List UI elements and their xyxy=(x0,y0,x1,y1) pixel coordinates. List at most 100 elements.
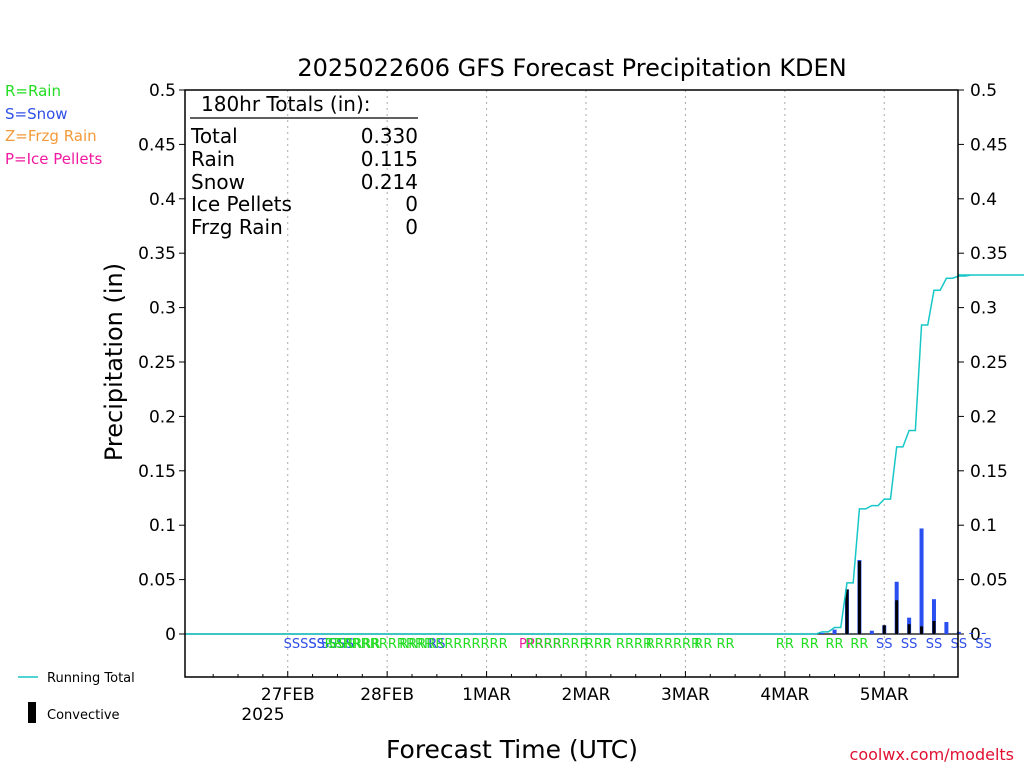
convective-precip-bar xyxy=(932,620,936,634)
precip-bars xyxy=(820,528,986,634)
y-tick-label-left: 0.25 xyxy=(138,353,176,373)
precip-type-marker: SS xyxy=(901,637,918,652)
y-tick-label-left: 0.1 xyxy=(149,516,176,536)
y-tick-label-left: 0.4 xyxy=(149,190,176,210)
total-precip-bar xyxy=(981,632,986,634)
convective-precip-bar xyxy=(920,626,924,634)
running-total-line xyxy=(185,274,1024,635)
total-precip-bar xyxy=(956,631,961,634)
ptype-key: R=Rain S=Snow Z=Frzg Rain P=Ice Pellets xyxy=(5,82,102,168)
ptype-key-snow: S=Snow xyxy=(5,105,68,123)
y-tick-label-left: 0.45 xyxy=(138,135,176,155)
convective-precip-bar xyxy=(857,561,861,634)
precip-type-marker: RRRRRRRRRRRR xyxy=(325,637,433,652)
convective-precip-bar xyxy=(845,589,849,634)
y-tick-label-left: 0.2 xyxy=(149,407,176,427)
y-axis-ticks: 0 00.05 0.050.1 0.10.15 0.150.2 0.20.25 0.250.… xyxy=(138,81,1008,645)
x-tick-label: 4MAR xyxy=(760,685,809,705)
y-tick-label-left: 0.15 xyxy=(138,462,176,482)
convective-precip-bar xyxy=(907,624,911,634)
y-tick-label-left: 0.3 xyxy=(149,299,176,319)
precip-type-marker: RR xyxy=(850,637,868,652)
legend-swatch-convective xyxy=(28,702,36,723)
y-axis-label: Precipitation (in) xyxy=(100,263,128,461)
precip-type-markers: SSSSSSSSSSSSSRRRRRRRRRRRRRRRRRSRRRRRRRRR… xyxy=(284,637,992,652)
precip-type-marker: RRRRRRR xyxy=(525,637,588,652)
precip-type-marker: RRR xyxy=(585,637,612,652)
total-precip-bar xyxy=(931,599,936,634)
y-tick-label-right: 0.4 xyxy=(970,190,997,210)
chart-legend: Running Total Convective xyxy=(18,671,135,723)
y-tick-label-left: 0 xyxy=(165,625,176,645)
x-tick-label: 3MAR xyxy=(661,685,710,705)
totals-label-snow: Snow xyxy=(191,170,245,194)
totals-value-ice-pellets: 0 xyxy=(405,192,418,216)
precip-type-marker: RR xyxy=(801,637,819,652)
precip-type-marker: RR xyxy=(826,637,844,652)
x-tick-label: 2MAR xyxy=(562,685,611,705)
precip-type-marker: SSSSS xyxy=(284,637,325,652)
gridlines xyxy=(287,90,885,677)
ptype-key-ice-pellets: P=Ice Pellets xyxy=(5,150,102,168)
precip-type-marker: RR RR xyxy=(694,637,734,652)
precip-type-marker: SS xyxy=(308,637,325,652)
precip-type-marker: R RRRR xyxy=(603,637,652,652)
convective-precip-bar xyxy=(882,625,886,634)
precip-type-marker: SS xyxy=(926,637,943,652)
totals-label-frzg-rain: Frzg Rain xyxy=(191,215,283,239)
y-tick-label-left: 0.05 xyxy=(138,571,176,591)
credit-link[interactable]: coolwx.com/modelts xyxy=(850,745,1014,764)
x-axis-ticks: 27FEB 28FEB 1MAR 2MAR 3MAR 4MAR 5MAR xyxy=(212,671,935,705)
y-tick-label-left: 0.5 xyxy=(149,81,176,101)
x-axis-label: Forecast Time (UTC) xyxy=(386,735,638,764)
totals-value-frzg-rain: 0 xyxy=(405,215,418,239)
totals-label-ice-pellets: Ice Pellets xyxy=(191,192,292,216)
total-precip-bar xyxy=(969,632,974,634)
total-precip-bar xyxy=(869,630,874,634)
x-year-label: 2025 xyxy=(241,705,284,725)
ptype-key-rain: R=Rain xyxy=(5,82,61,100)
totals-value-total: 0.330 xyxy=(361,124,418,148)
totals-box: 180hr Totals (in): Total 0.330 Rain 0.11… xyxy=(190,92,418,239)
legend-label-running-total: Running Total xyxy=(47,671,135,686)
total-precip-bar xyxy=(832,629,837,634)
x-tick-label: 1MAR xyxy=(462,685,511,705)
x-tick-label: 5MAR xyxy=(860,685,909,705)
ptype-key-frzg-rain: Z=Frzg Rain xyxy=(5,127,97,145)
totals-label-rain: Rain xyxy=(191,147,235,171)
precip-type-marker: SS xyxy=(975,637,992,652)
y-tick-label-right: 0.1 xyxy=(970,516,997,536)
y-tick-label-right: 0.45 xyxy=(970,135,1008,155)
y-tick-label-right: 0.05 xyxy=(970,571,1008,591)
convective-precip-bar xyxy=(895,600,899,634)
precip-type-marker: SS xyxy=(951,637,968,652)
chart-title: 2025022606 GFS Forecast Precipitation KD… xyxy=(297,54,846,82)
total-precip-bar xyxy=(919,528,924,634)
totals-label-total: Total xyxy=(190,124,238,148)
y-tick-label-right: 0.25 xyxy=(970,353,1008,373)
running-total-series xyxy=(185,274,1024,635)
precip-type-marker: RRRRRRRRRRRR xyxy=(399,637,507,652)
totals-value-rain: 0.115 xyxy=(361,147,418,171)
precip-type-marker: SSSS xyxy=(321,637,354,652)
precip-type-marker: RRRRRR xyxy=(646,637,700,652)
precip-type-marker: RR xyxy=(776,637,794,652)
y-tick-label-right: 0.3 xyxy=(970,299,997,319)
y-tick-label-right: 0.5 xyxy=(970,81,997,101)
x-tick-label: 27FEB xyxy=(261,685,315,705)
total-precip-bar xyxy=(820,632,825,634)
y-tick-label-right: 0.15 xyxy=(970,462,1008,482)
y-tick-label-right: 0.2 xyxy=(970,407,997,427)
x-tick-label: 28FEB xyxy=(360,685,414,705)
total-precip-bar xyxy=(944,622,949,634)
precip-type-marker: SSRRRR xyxy=(328,637,381,652)
y-tick-label-left: 0.35 xyxy=(138,244,176,264)
totals-header: 180hr Totals (in): xyxy=(201,92,371,116)
plot-frame xyxy=(184,89,959,678)
y-tick-label-right: 0 xyxy=(970,625,981,645)
y-tick-label-right: 0.35 xyxy=(970,244,1008,264)
legend-label-convective: Convective xyxy=(47,708,120,723)
precip-type-marker: SS xyxy=(876,637,893,652)
totals-value-snow: 0.214 xyxy=(361,170,418,194)
